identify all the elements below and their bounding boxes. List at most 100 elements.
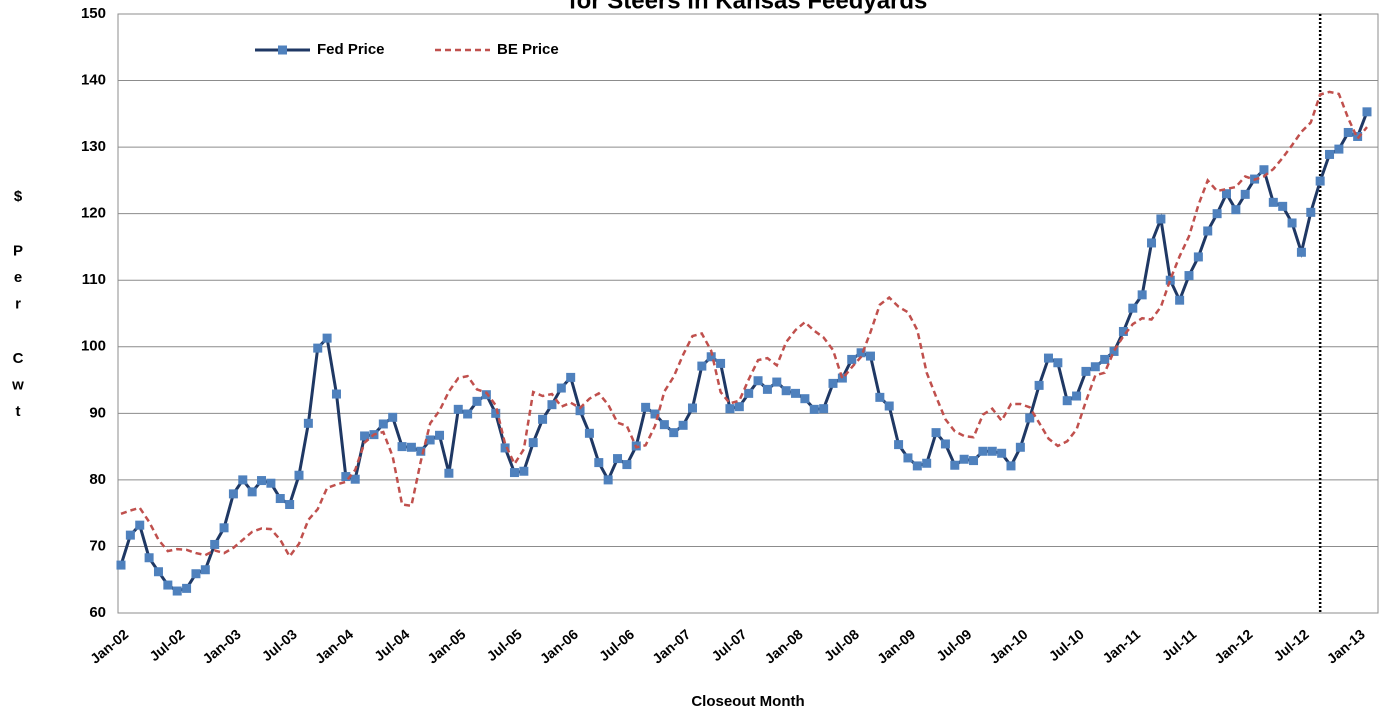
x-tick-label: Jan-04 <box>312 626 356 667</box>
data-point <box>1156 214 1166 224</box>
data-point <box>1015 442 1025 452</box>
y-tick-label: 100 <box>81 338 106 355</box>
y-tick-label: 110 <box>82 271 106 288</box>
data-point <box>1072 391 1082 401</box>
data-point <box>1278 201 1288 211</box>
y-tick-label: 80 <box>89 471 106 488</box>
data-point <box>566 372 576 382</box>
data-point <box>1118 326 1128 336</box>
x-tick-label: Jan-02 <box>87 626 131 667</box>
data-point <box>416 446 426 456</box>
data-point <box>331 389 341 399</box>
data-point <box>182 583 192 593</box>
data-point <box>294 470 304 480</box>
data-point <box>584 428 594 438</box>
data-point <box>575 406 585 416</box>
y-tick-label: 90 <box>89 404 106 421</box>
data-point <box>669 428 679 438</box>
data-point <box>959 454 969 464</box>
legend-marker <box>278 45 287 55</box>
data-point <box>285 500 295 510</box>
data-point <box>594 458 604 468</box>
data-point <box>1362 107 1372 117</box>
data-point <box>378 419 388 429</box>
data-point <box>1006 461 1016 471</box>
y-tick-label: 130 <box>81 138 106 155</box>
data-point <box>397 442 407 452</box>
data-point <box>856 348 866 358</box>
x-axis-label: Closeout Month <box>691 693 804 710</box>
data-point <box>1212 209 1222 219</box>
data-point <box>678 420 688 430</box>
data-point <box>153 567 163 577</box>
data-point <box>528 438 538 448</box>
x-tick-label: Jan-09 <box>874 626 918 667</box>
x-tick-label: Jul-09 <box>933 626 974 664</box>
data-point <box>1334 144 1344 154</box>
y-tick-label: 60 <box>89 604 106 621</box>
data-point <box>650 409 660 419</box>
data-point <box>219 523 229 533</box>
data-point <box>762 384 772 394</box>
series-line <box>120 90 1368 559</box>
data-point <box>603 475 613 485</box>
x-tick-label: Jan-06 <box>537 626 581 667</box>
data-point <box>453 404 463 414</box>
x-tick-label: Jan-07 <box>649 626 693 667</box>
data-point <box>987 446 997 456</box>
data-point <box>144 553 154 563</box>
data-point <box>809 404 819 414</box>
data-point <box>1025 413 1035 423</box>
data-point <box>622 460 632 470</box>
data-point <box>519 466 529 476</box>
data-point <box>837 373 847 383</box>
data-point <box>1240 189 1250 199</box>
data-point <box>931 428 941 438</box>
x-tick-label: Jul-10 <box>1046 626 1087 664</box>
data-point <box>135 520 145 530</box>
data-point <box>1137 290 1147 300</box>
data-point <box>978 446 988 456</box>
data-point <box>884 401 894 411</box>
data-point <box>950 460 960 470</box>
data-point <box>716 358 726 368</box>
plot-border <box>117 13 1379 614</box>
data-point <box>1062 396 1072 406</box>
x-tick-label: Jul-07 <box>708 626 749 664</box>
data-point <box>266 478 276 488</box>
data-point <box>687 403 697 413</box>
data-point <box>940 439 950 449</box>
chart-title: for Steers in Kansas Feedyards <box>569 0 928 14</box>
x-tick-label: Jan-13 <box>1324 626 1368 667</box>
data-point <box>247 487 257 497</box>
data-point <box>200 565 210 575</box>
data-point <box>997 448 1007 458</box>
data-point <box>500 443 510 453</box>
x-tick-label: Jul-02 <box>146 626 187 664</box>
data-point <box>172 586 182 596</box>
series-line <box>119 111 1369 593</box>
data-point <box>1034 380 1044 390</box>
y-tick-label: 120 <box>81 205 106 222</box>
data-point <box>547 400 557 410</box>
x-tick-label: Jan-11 <box>1099 626 1143 666</box>
data-point <box>791 388 801 398</box>
data-point <box>865 351 875 361</box>
data-point <box>322 333 332 343</box>
data-point <box>210 539 220 549</box>
data-point <box>1259 165 1269 175</box>
data-point <box>1325 149 1335 159</box>
x-tick-label: Jul-08 <box>821 626 862 664</box>
data-point <box>1184 271 1194 281</box>
x-tick-label: Jul-04 <box>371 626 412 664</box>
data-point <box>257 476 267 486</box>
x-tick-label: Jul-12 <box>1270 626 1311 664</box>
data-point <box>472 396 482 406</box>
data-point <box>1128 303 1138 313</box>
data-point <box>1053 358 1063 368</box>
data-point <box>116 560 126 570</box>
data-point <box>1081 366 1091 376</box>
x-tick-label: Jul-05 <box>483 626 524 664</box>
